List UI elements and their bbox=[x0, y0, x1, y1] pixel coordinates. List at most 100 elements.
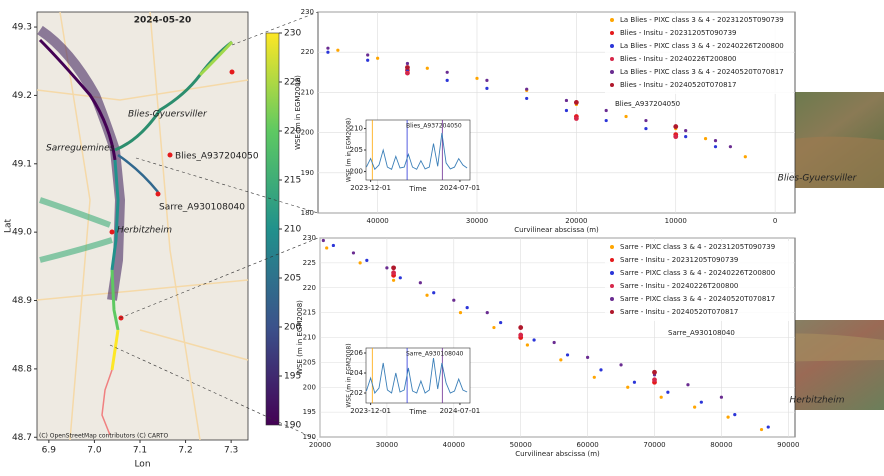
map-title: 2024-05-20 bbox=[134, 16, 192, 26]
inset-title: Blies_A937204050 bbox=[406, 123, 462, 130]
pixc-point bbox=[376, 56, 380, 60]
colorbar-tick-label: 195 bbox=[284, 372, 301, 382]
legend-label: Sarre - Insitu - 20240520T070817 bbox=[620, 308, 738, 316]
photo-caption: Blies-Gyuersviller bbox=[778, 174, 858, 184]
pixc-point bbox=[666, 390, 670, 394]
legend-label: Sarre - Insitu - 20240226T200800 bbox=[620, 282, 738, 290]
pixc-point bbox=[358, 261, 362, 265]
x-tick-label: 10000 bbox=[665, 217, 687, 225]
x-tick-label: 7.2 bbox=[178, 446, 192, 456]
colorbar-tick-label: 225 bbox=[284, 78, 301, 88]
pixc-point bbox=[626, 385, 630, 389]
inset-line bbox=[365, 132, 468, 171]
legend-marker bbox=[610, 44, 614, 48]
place-label: Sarre_A930108040 bbox=[159, 203, 245, 213]
pixc-point bbox=[644, 126, 648, 131]
pixc-point bbox=[445, 70, 449, 74]
pixc-point bbox=[326, 46, 330, 50]
inset-y-tick-label: 206 bbox=[350, 349, 364, 357]
x-axis-title: Curvilinear abscissa (m) bbox=[514, 226, 599, 234]
y-tick-label: 230 bbox=[303, 234, 316, 242]
y-axis-title: Lat bbox=[4, 219, 14, 234]
pixc-point bbox=[351, 251, 356, 255]
x-axis-title: Lon bbox=[134, 460, 150, 470]
pixc-point bbox=[385, 266, 389, 270]
legend-marker bbox=[610, 245, 614, 249]
pixc-point bbox=[684, 135, 688, 139]
inset-x-title: Time bbox=[408, 185, 426, 193]
pixc-point bbox=[565, 353, 570, 357]
pixc-point bbox=[331, 243, 335, 248]
legend-box bbox=[605, 241, 793, 321]
y-tick-label: 200 bbox=[301, 129, 314, 137]
pixc-point bbox=[693, 405, 697, 409]
pixc-point bbox=[713, 145, 718, 149]
pixc-point bbox=[659, 395, 663, 399]
insitu-point bbox=[652, 377, 657, 383]
y-tick-label: 48.7 bbox=[12, 433, 32, 443]
legend-label: Sarre - Insitu - 20231205T090739 bbox=[620, 256, 738, 264]
legend-marker bbox=[610, 70, 614, 74]
pixc-point bbox=[391, 278, 396, 282]
legend-marker bbox=[610, 310, 614, 314]
pixc-point bbox=[485, 78, 489, 82]
legend-label: La Blies - PIXC class 3 & 4 - 20231205T0… bbox=[620, 16, 784, 24]
pixc-point bbox=[559, 358, 563, 362]
pixc-point bbox=[619, 363, 623, 367]
colorbar-tick-label: 230 bbox=[284, 29, 301, 39]
insitu-point bbox=[573, 100, 579, 105]
y-tick-label: 220 bbox=[301, 48, 314, 56]
inset-y-tick-label: 200 bbox=[350, 167, 363, 175]
pixc-point bbox=[624, 114, 628, 119]
pixc-point bbox=[604, 108, 608, 113]
y-axis-title: WSE (m in EGM2008) bbox=[296, 300, 304, 375]
y-tick-label: 230 bbox=[301, 8, 314, 16]
inset-y-tick-label: 204 bbox=[350, 369, 364, 377]
x-tick-label: 30000 bbox=[466, 217, 488, 225]
inset-y-tick-label: 205 bbox=[350, 146, 363, 154]
pixc-point bbox=[743, 155, 747, 159]
pixc-point bbox=[465, 306, 469, 310]
insitu-point bbox=[673, 134, 679, 140]
x-tick-label: 80000 bbox=[710, 441, 732, 449]
inset-y-tick-label: 202 bbox=[350, 389, 363, 397]
pixc-point bbox=[525, 343, 529, 347]
pixc-point bbox=[703, 137, 708, 141]
y-tick-label: 49.0 bbox=[12, 228, 32, 238]
pixc-point bbox=[713, 139, 718, 143]
x-tick-label: 40000 bbox=[443, 441, 465, 449]
legend-marker bbox=[610, 271, 614, 275]
y-tick-label: 48.9 bbox=[12, 296, 32, 306]
y-tick-label: 49.2 bbox=[12, 91, 32, 101]
y-tick-label: 220 bbox=[303, 284, 316, 292]
pixc-point bbox=[492, 325, 496, 330]
annotation: Blies_A937204050 bbox=[615, 100, 680, 108]
legend-box bbox=[605, 14, 793, 94]
y-tick-label: 180 bbox=[301, 209, 314, 217]
pixc-point bbox=[432, 291, 436, 295]
y-tick-label: 200 bbox=[303, 383, 316, 391]
legend-marker bbox=[610, 31, 614, 35]
pixc-point bbox=[325, 246, 329, 250]
insitu-point bbox=[391, 270, 396, 276]
legend-label: Sarre - PIXC class 3 & 4 - 20231205T0907… bbox=[620, 243, 775, 251]
pixc-point bbox=[719, 395, 724, 399]
photo-caption: Herbitzheim bbox=[790, 396, 845, 406]
pixc-point bbox=[326, 50, 330, 54]
inset-x-tick-label: 2023-12-01 bbox=[350, 407, 391, 415]
pixc-point bbox=[759, 427, 764, 432]
inset-x-title: Time bbox=[408, 408, 426, 416]
x-tick-label: 7.3 bbox=[224, 446, 238, 456]
inset-x-tick-label: 2023-12-01 bbox=[350, 184, 391, 192]
legend-marker bbox=[610, 297, 614, 301]
pixc-point bbox=[365, 258, 369, 262]
legend-marker bbox=[610, 57, 614, 61]
pixc-point bbox=[699, 400, 703, 404]
pixc-point bbox=[564, 98, 569, 103]
inset-line bbox=[365, 357, 468, 394]
x-tick-label: 6.9 bbox=[42, 446, 57, 456]
insitu-point bbox=[673, 124, 679, 129]
x-tick-label: 30000 bbox=[376, 441, 398, 449]
legend-label: La Blies - PIXC class 3 & 4 - 20240520T0… bbox=[620, 68, 784, 76]
